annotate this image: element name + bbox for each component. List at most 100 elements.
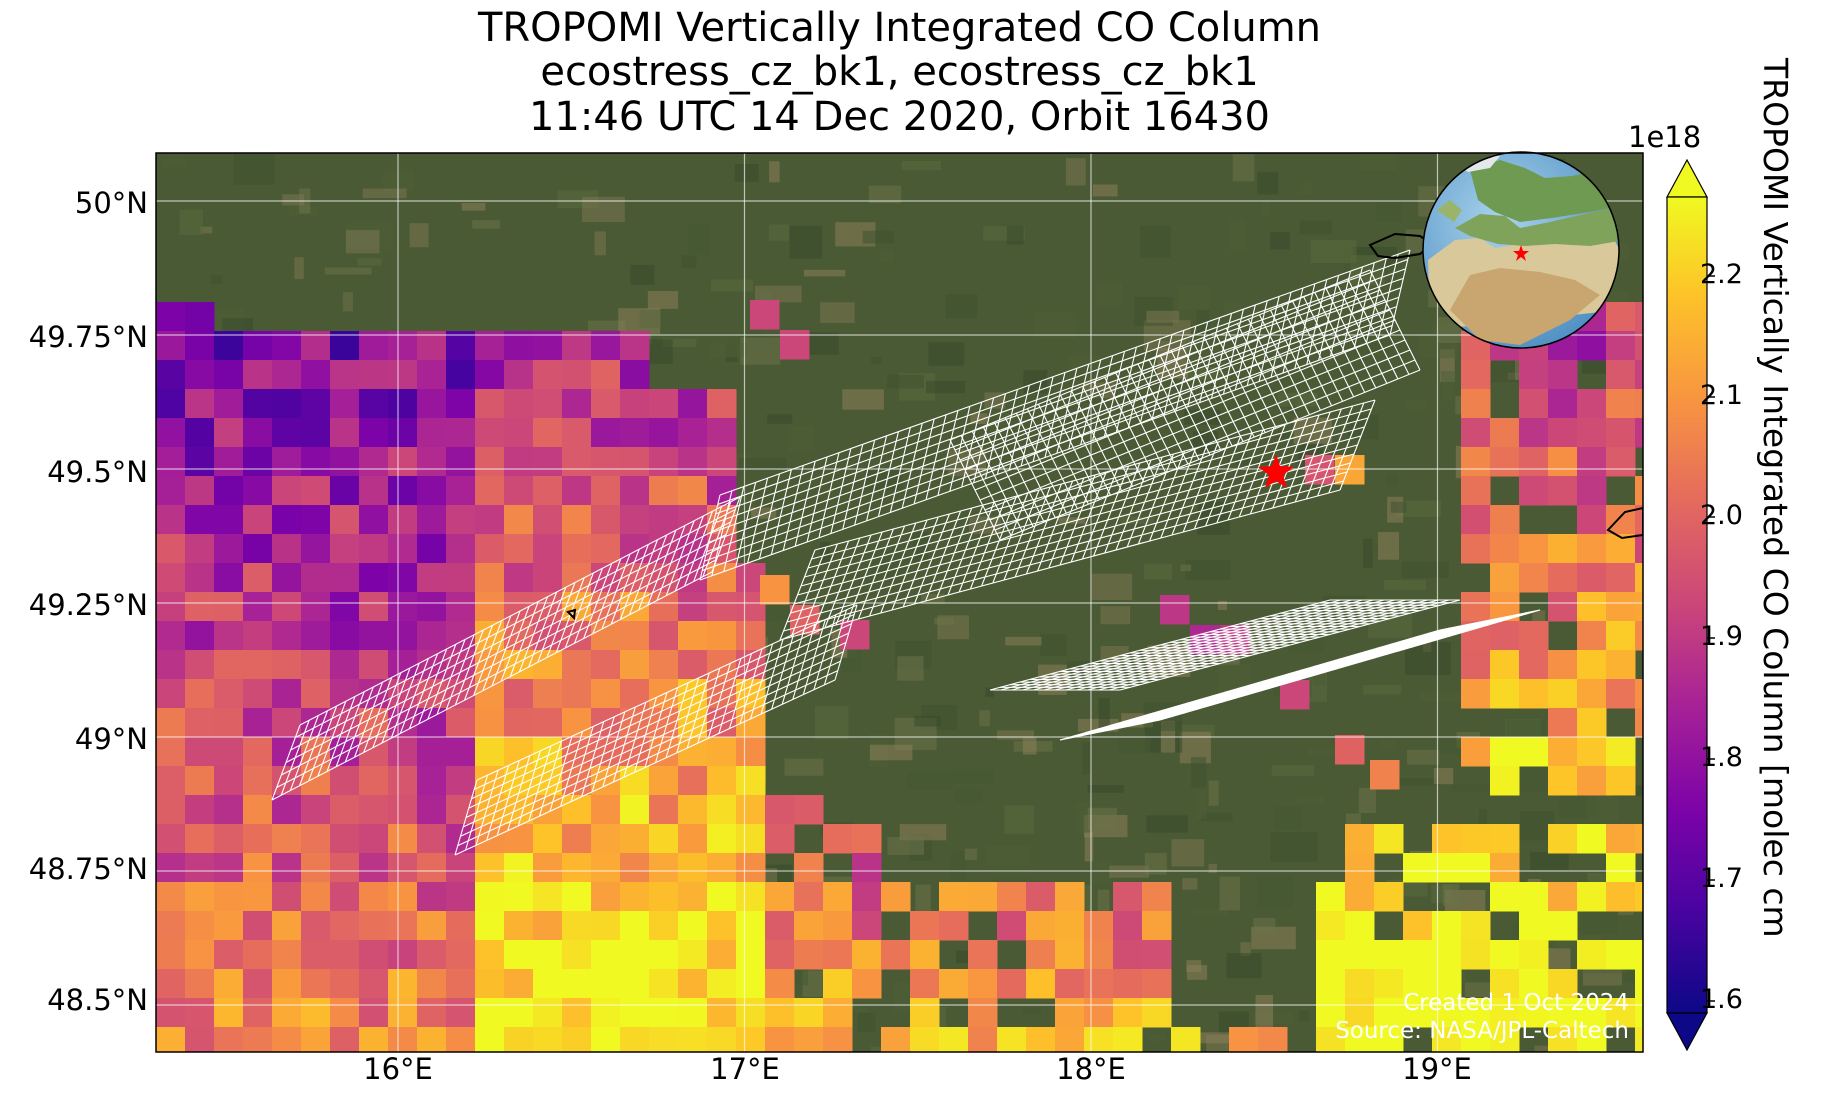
co-pixel (1577, 621, 1607, 651)
co-pixel (446, 940, 476, 970)
terrain-patch (1100, 606, 1131, 625)
co-pixel (997, 1027, 1027, 1052)
co-pixel (185, 447, 215, 477)
co-pixel (185, 882, 215, 912)
co-pixel (214, 766, 244, 796)
co-pixel (562, 824, 592, 854)
co-pixel (591, 331, 621, 361)
co-pixel (1345, 1027, 1375, 1052)
co-pixel (185, 505, 215, 535)
co-pixel (1577, 737, 1607, 767)
co-pixel (736, 969, 766, 999)
co-pixel (591, 969, 621, 999)
co-pixel (1461, 534, 1491, 564)
co-pixel (417, 476, 447, 506)
co-pixel (156, 331, 186, 361)
co-pixel (736, 621, 766, 651)
co-pixel (968, 940, 998, 970)
co-pixel (533, 563, 563, 593)
co-pixel (562, 447, 592, 477)
footprint-gridline (1139, 613, 1521, 725)
co-pixel (301, 534, 331, 564)
footprint-gridline (699, 494, 721, 581)
co-pixel (330, 621, 360, 651)
co-pixel (678, 505, 708, 535)
co-pixel (388, 447, 418, 477)
co-pixel (1490, 447, 1520, 477)
co-pixel (417, 969, 447, 999)
co-pixel (562, 679, 592, 709)
co-pixel (214, 621, 244, 651)
co-pixel (504, 969, 534, 999)
co-pixel (214, 969, 244, 999)
co-pixel (388, 505, 418, 535)
co-pixel (301, 853, 331, 883)
terrain-patch (950, 851, 967, 880)
terrain-patch (1023, 370, 1048, 394)
graticule (156, 153, 1643, 1052)
terrain-patch (662, 338, 697, 348)
terrain-patch (928, 342, 965, 366)
co-pixel (852, 940, 882, 970)
terrain-patch (711, 279, 754, 292)
co-pixel (1461, 505, 1491, 535)
terrain-patch (1020, 1007, 1042, 1015)
colorbar-tick-label: 1.8 (1700, 742, 1743, 773)
terrain-patch (761, 599, 790, 622)
co-pixel (1606, 592, 1636, 622)
terrain-patch (945, 294, 978, 319)
terrain-patch (738, 457, 787, 470)
co-pixel (1490, 737, 1520, 767)
co-pixel (417, 447, 447, 477)
co-pixel (417, 853, 447, 883)
co-pixel (1635, 940, 1643, 970)
co-pixel (504, 882, 534, 912)
co-pixel (649, 447, 679, 477)
co-pixel (765, 882, 795, 912)
footprint-gridline (786, 471, 1348, 623)
footprint-gridline (1087, 599, 1428, 691)
co-pixel (620, 940, 650, 970)
co-pixel (359, 824, 389, 854)
co-pixel (765, 969, 795, 999)
footprint-gridline (1109, 619, 1491, 731)
terrain-patch (324, 267, 372, 275)
co-pixel (214, 534, 244, 564)
co-pixel (446, 476, 476, 506)
co-pixel (272, 360, 302, 390)
co-pixel (1519, 476, 1549, 506)
co-pixel (330, 969, 360, 999)
co-pixel (910, 998, 940, 1028)
co-pixel (620, 418, 650, 448)
co-pixel (388, 824, 418, 854)
co-pixel (1548, 476, 1578, 506)
lat-tick-label: 49°N (74, 722, 148, 756)
co-pixel (678, 940, 708, 970)
co-pixel (504, 505, 534, 535)
footprint-gridline (1008, 385, 1030, 471)
co-pixel (620, 795, 650, 825)
co-pixel (910, 969, 940, 999)
co-pixel (388, 650, 418, 680)
footprint-gridline (1032, 376, 1054, 462)
co-pixel (446, 708, 476, 738)
co-pixel (330, 650, 360, 680)
co-pixel (185, 708, 215, 738)
co-pixel (475, 969, 505, 999)
co-pixel (388, 331, 418, 361)
co-pixel (243, 853, 273, 883)
co-pixel (1490, 563, 1520, 593)
footprint-gridline (866, 435, 888, 521)
co-pixel (475, 447, 505, 477)
co-pixel (591, 650, 621, 680)
co-pixel (214, 476, 244, 506)
terrain-patch (1087, 785, 1125, 793)
co-pixel (562, 360, 592, 390)
co-pixel (1548, 447, 1578, 477)
co-pixel (446, 911, 476, 941)
co-pixel (156, 389, 186, 419)
terrain-patch (1358, 787, 1376, 814)
co-pixel (620, 476, 650, 506)
co-pixel (1461, 360, 1491, 390)
terrain-patch (1196, 790, 1207, 819)
